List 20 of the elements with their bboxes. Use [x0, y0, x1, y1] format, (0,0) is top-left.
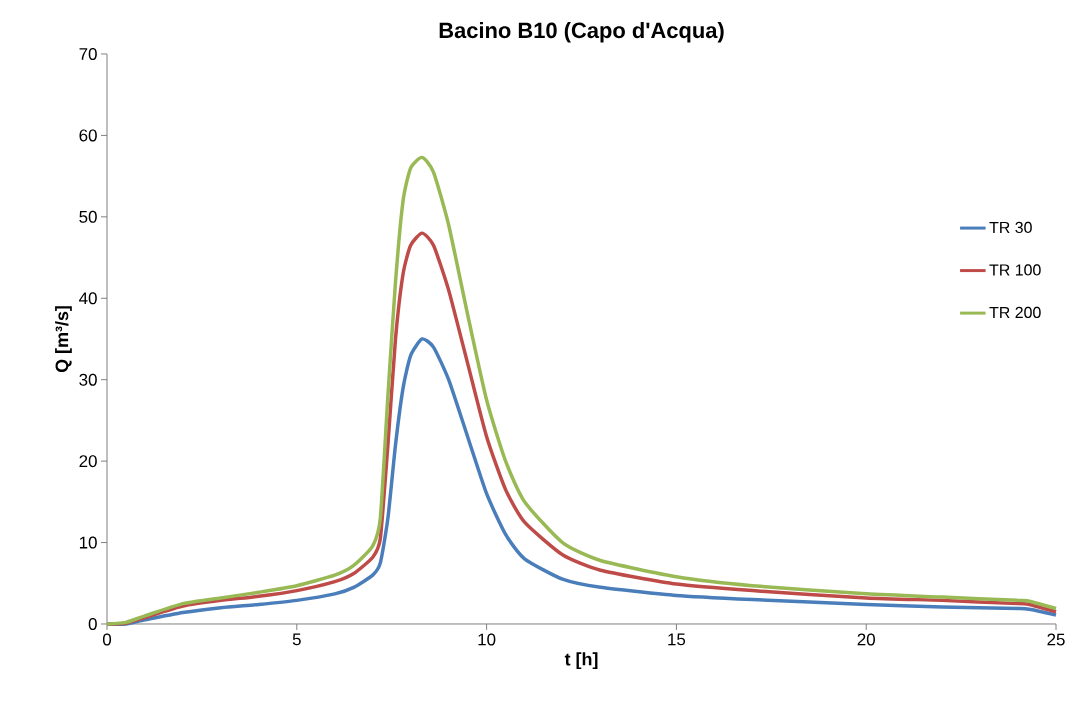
legend-label: TR 200	[989, 306, 1041, 319]
y-tick-label: 20	[79, 455, 97, 468]
x-axis-title: t [h]	[564, 652, 598, 670]
y-tick-label: 50	[79, 210, 97, 223]
y-tick-label: 30	[79, 373, 97, 386]
x-tick-label: 0	[102, 633, 112, 646]
legend-label: TR 30	[989, 221, 1032, 234]
y-tick-label: 60	[79, 129, 97, 142]
y-tick-label: 70	[79, 47, 97, 60]
y-tick-label: 0	[88, 617, 97, 630]
y-tick-label: 10	[79, 536, 97, 549]
chart-title: Bacino B10 (Capo d'Acqua)	[439, 22, 724, 43]
legend-label: TR 100	[989, 264, 1041, 276]
x-tick-label: 15	[668, 633, 686, 646]
x-tick-label: 5	[292, 633, 301, 646]
y-tick-label: 40	[79, 292, 97, 305]
x-tick-label: 25	[1047, 633, 1065, 646]
y-axis-title: Q [m³/s]	[55, 306, 72, 373]
x-tick-label: 20	[857, 633, 875, 646]
x-tick-label: 10	[478, 633, 496, 646]
